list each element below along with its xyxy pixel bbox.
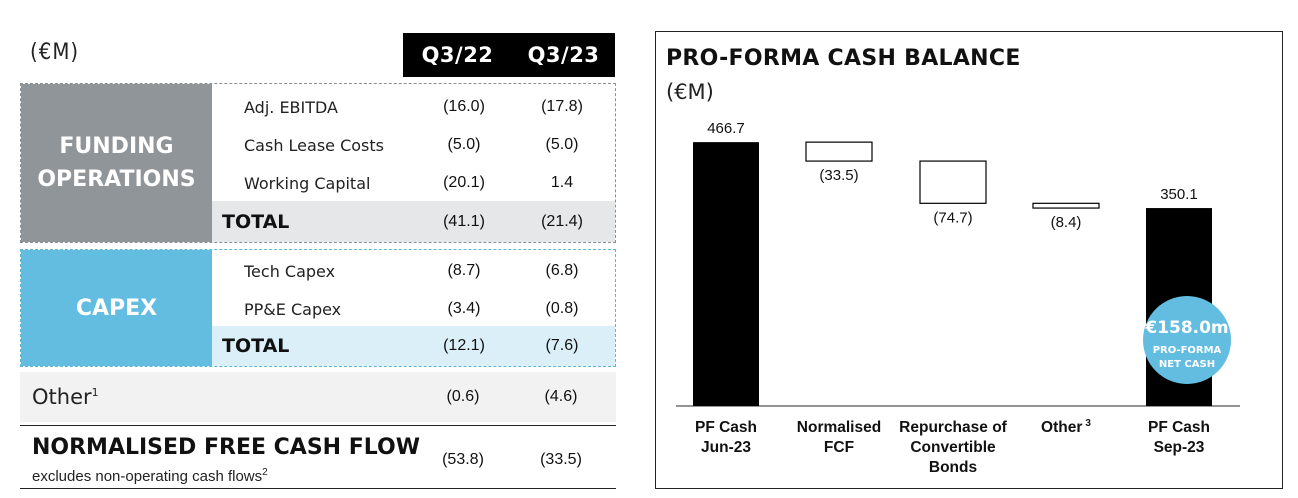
delta-bar [805, 141, 873, 162]
table-unit-label: (€M) [30, 40, 80, 65]
other-value-q322: (0.6) [446, 388, 480, 405]
badge-value: €158.0m [1144, 318, 1228, 338]
chart-title: PRO-FORMA CASH BALANCE [666, 46, 1021, 71]
row-label: Tech Capex [244, 261, 336, 281]
capex-section: CAPEX Tech Capex (8.7) (6.8) PP&E Capex … [20, 249, 616, 367]
table-row: Tech Capex (8.7) (6.8) [212, 252, 615, 290]
other-value-q323: (4.6) [544, 388, 578, 405]
category-label: Other 3 [1041, 418, 1091, 436]
normalised-free-cash-flow-row: NORMALISED FREE CASH FLOW excludes non-o… [20, 425, 616, 489]
data-label: (74.7) [933, 209, 972, 226]
category-label: PF Cash [695, 419, 757, 436]
category-label: Repurchase of [899, 419, 1008, 436]
total-value-q322: (41.1) [443, 212, 485, 230]
badge-line1: PRO-FORMA [1153, 345, 1222, 356]
data-label: (8.4) [1051, 214, 1082, 231]
delta-bar [919, 160, 987, 204]
delta-bar [1032, 202, 1100, 209]
funding-operations-section: FUNDING OPERATIONS Adj. EBITDA (16.0) (1… [20, 83, 616, 243]
total-label: TOTAL [222, 210, 290, 233]
nfcf-subtitle: excludes non-operating cash flows2 [32, 467, 268, 485]
data-label: 466.7 [707, 120, 745, 137]
capex-label: CAPEX [21, 250, 212, 366]
total-value-q323: (7.6) [545, 337, 579, 354]
category-label: Convertible [910, 439, 996, 456]
row-value-q323: 1.4 [550, 174, 574, 191]
funding-total-row: TOTAL (41.1) (21.4) [212, 201, 615, 242]
column-header-q323: Q3/23 [512, 33, 615, 77]
total-label: TOTAL [222, 335, 290, 357]
category-label: Sep-23 [1154, 439, 1205, 456]
row-label: Adj. EBITDA [244, 97, 338, 117]
badge-line2: NET CASH [1159, 359, 1215, 370]
total-bar [693, 142, 759, 406]
row-value-q323: (17.8) [541, 98, 583, 115]
column-header-q322: Q3/22 [403, 33, 512, 77]
row-value-q322: (20.1) [443, 174, 485, 191]
row-value-q322: (16.0) [443, 98, 485, 115]
table-row: PP&E Capex (3.4) (0.8) [212, 290, 615, 328]
funding-label-line2: OPERATIONS [37, 167, 196, 192]
net-cash-badge [1143, 296, 1231, 384]
funding-label-line1: FUNDING [59, 134, 174, 159]
waterfall-chart-svg: 466.7 PF Cash Jun-23 (33.5) Normalised FCF (74… [676, 120, 1240, 476]
other-label: Other1 [32, 385, 99, 409]
row-value-q322: (3.4) [447, 300, 481, 317]
row-label: Working Capital [244, 173, 371, 193]
data-label: (33.5) [819, 167, 858, 184]
category-label: FCF [824, 439, 854, 456]
funding-operations-label: FUNDING OPERATIONS [21, 84, 212, 242]
row-value-q322: (8.7) [447, 262, 481, 279]
row-value-q323: (6.8) [545, 262, 579, 279]
footnote-marker: 2 [262, 467, 268, 478]
row-value-q323: (5.0) [545, 136, 579, 153]
row-label: PP&E Capex [244, 299, 342, 319]
footnote-marker: 3 [1085, 418, 1091, 429]
category-label: Bonds [929, 459, 977, 476]
table-row: Cash Lease Costs (5.0) (5.0) [212, 126, 615, 164]
total-value-q322: (12.1) [443, 337, 485, 354]
capex-total-row: TOTAL (12.1) (7.6) [212, 326, 615, 366]
row-value-q322: (5.0) [447, 136, 481, 153]
pro-forma-cash-chart: PRO-FORMA CASH BALANCE (€M) 466.7 PF Cash… [655, 31, 1283, 489]
nfcf-title: NORMALISED FREE CASH FLOW [32, 435, 420, 460]
chart-unit-label: (€M) [666, 80, 714, 104]
category-label: PF Cash [1148, 419, 1210, 436]
row-value-q323: (0.8) [545, 300, 579, 317]
category-label: Normalised [797, 419, 881, 436]
category-label: Jun-23 [701, 439, 751, 456]
other-row: Other1 (0.6) (4.6) [20, 372, 616, 422]
footnote-marker: 1 [91, 386, 99, 399]
nfcf-value-q323: (33.5) [540, 451, 582, 468]
table-row: Adj. EBITDA (16.0) (17.8) [212, 88, 615, 126]
nfcf-value-q322: (53.8) [442, 451, 484, 468]
data-label: 350.1 [1160, 186, 1198, 203]
total-value-q323: (21.4) [541, 212, 583, 230]
row-label: Cash Lease Costs [244, 135, 384, 155]
table-row: Working Capital (20.1) 1.4 [212, 164, 615, 202]
